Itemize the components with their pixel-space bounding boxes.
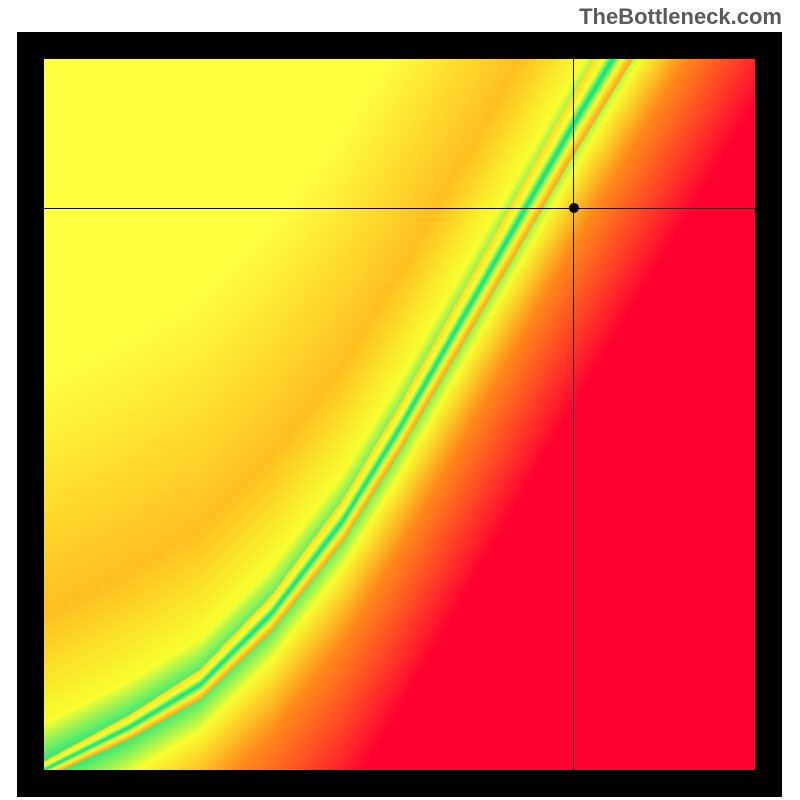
watermark-text: TheBottleneck.com	[579, 4, 782, 30]
heatmap-canvas	[44, 59, 755, 770]
crosshair-horizontal	[44, 208, 755, 210]
crosshair-marker	[569, 203, 579, 213]
chart-container: TheBottleneck.com	[0, 0, 800, 800]
crosshair-vertical	[573, 59, 575, 770]
